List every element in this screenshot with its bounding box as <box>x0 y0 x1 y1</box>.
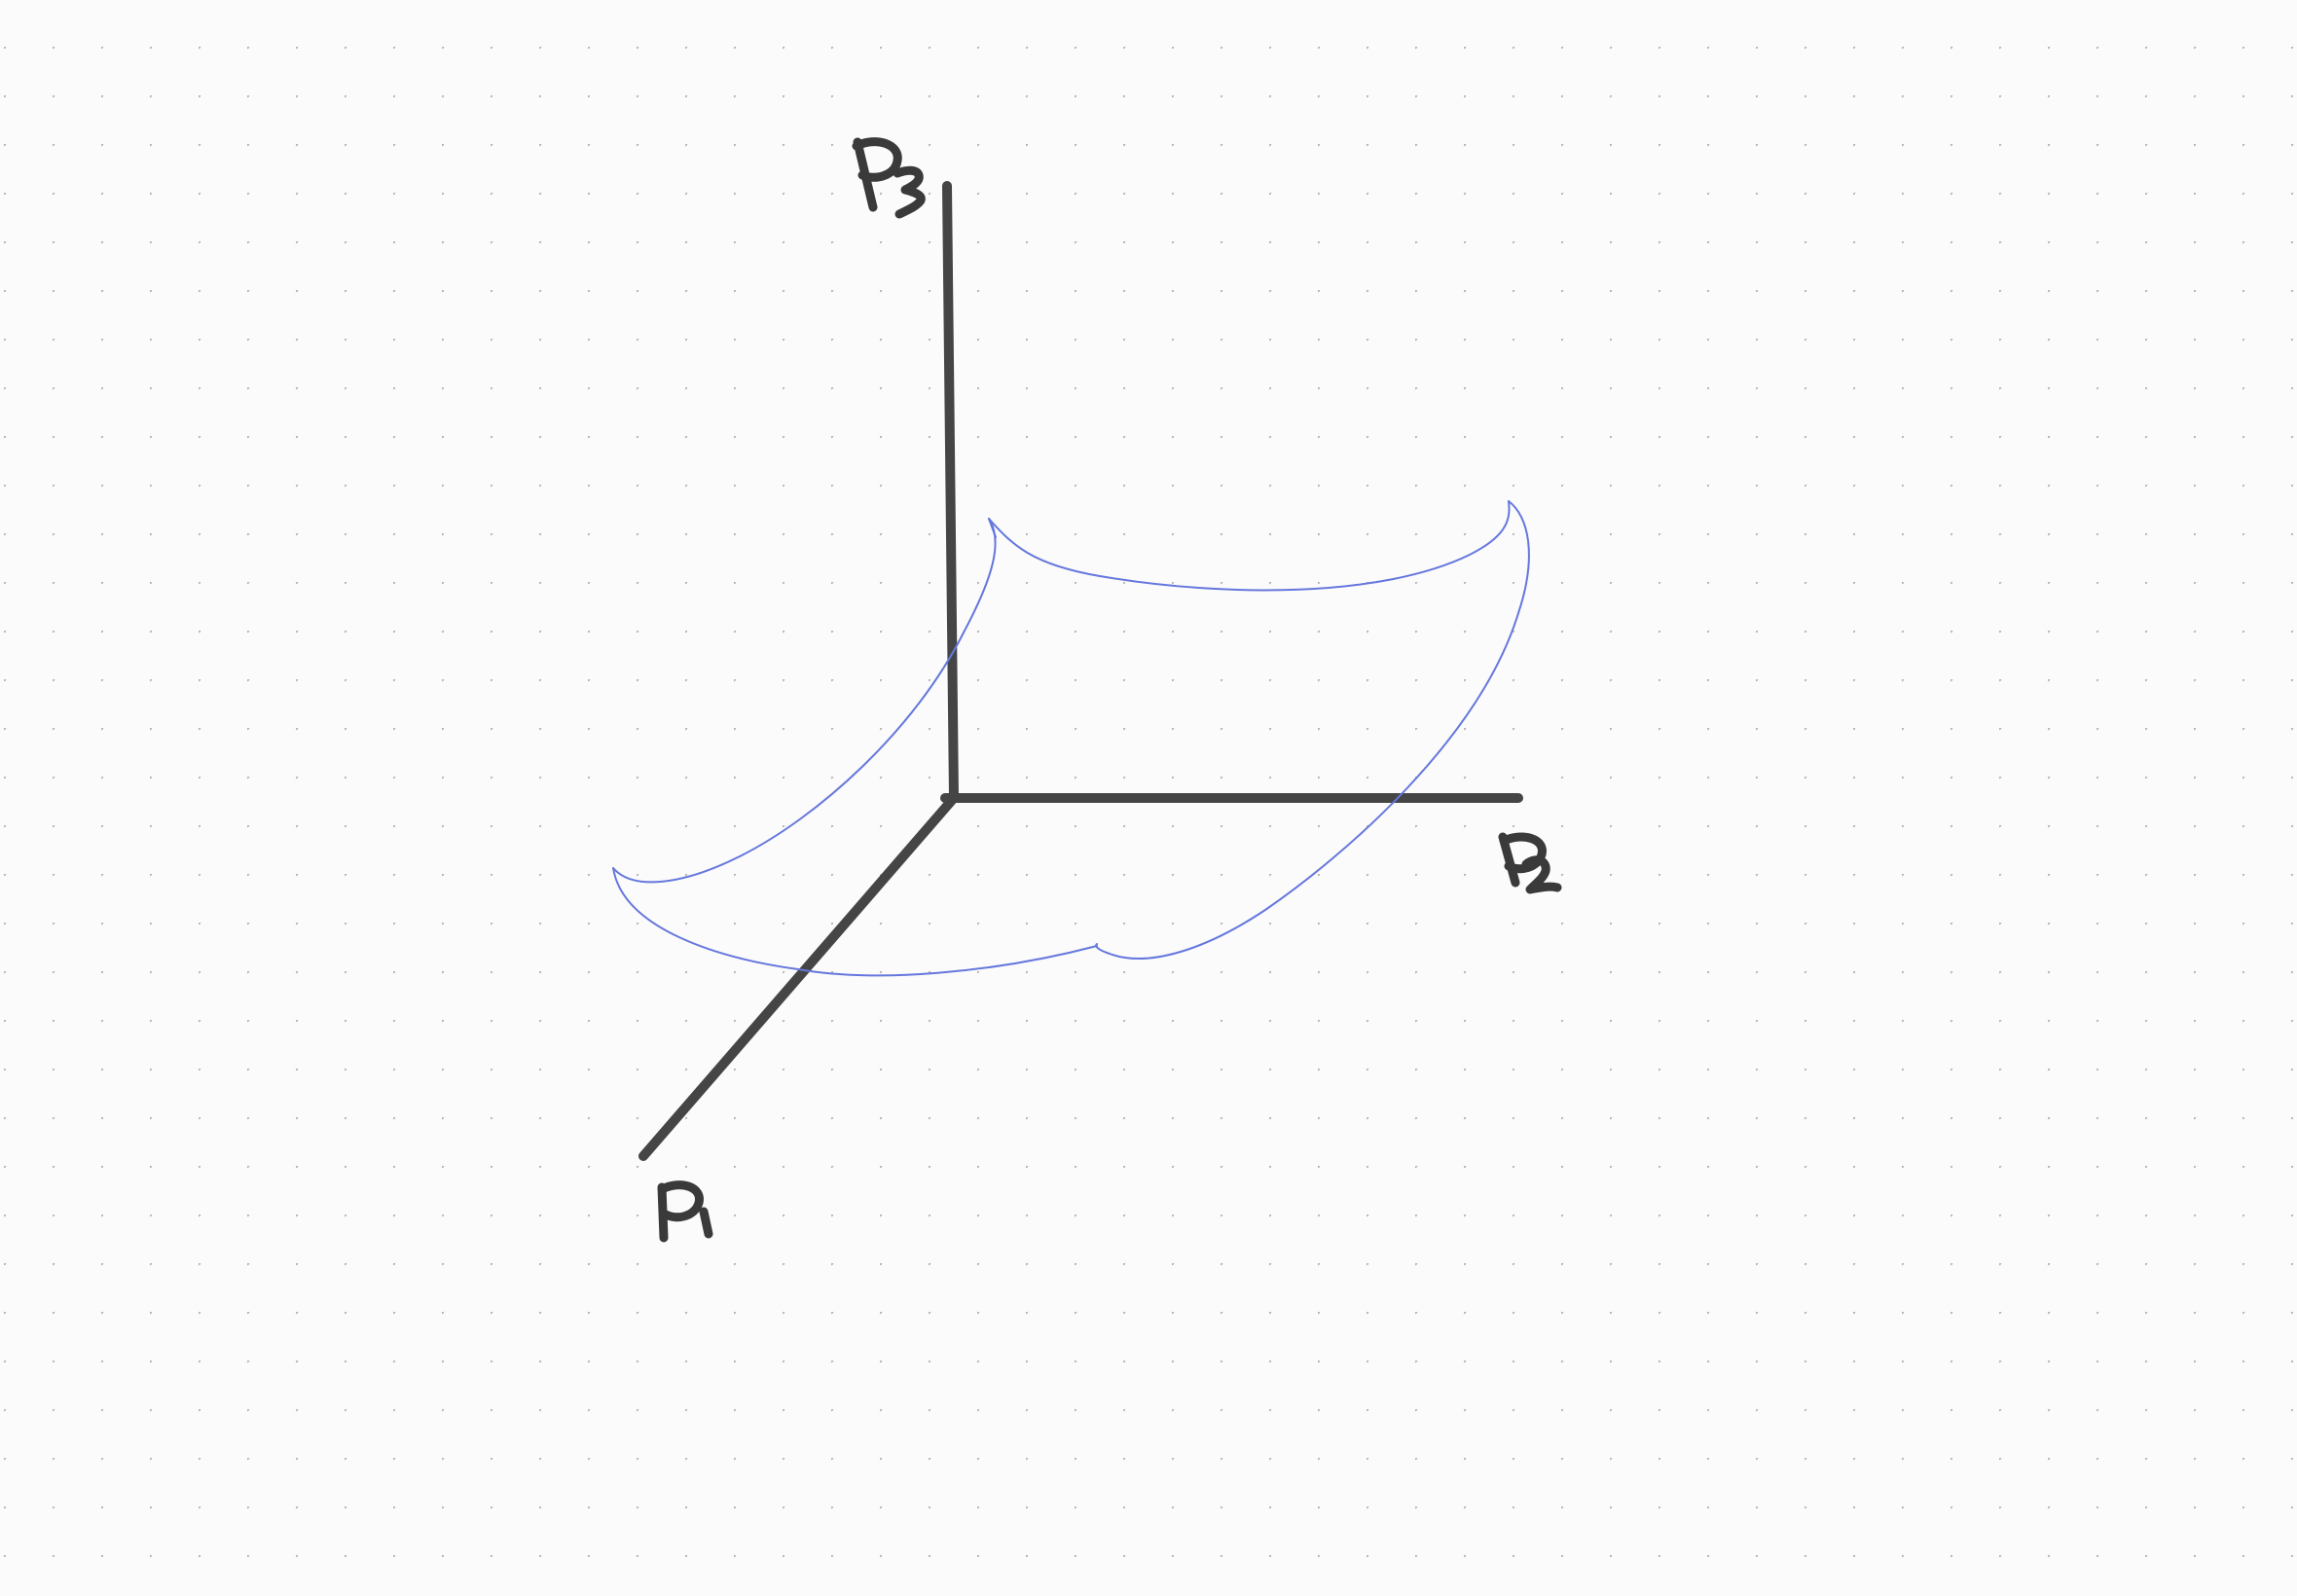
p3-letter-p <box>852 137 902 212</box>
p1-digit <box>699 1207 713 1239</box>
surface-bottom-curve <box>612 867 1098 977</box>
axis-label-p2: P2 <box>1498 832 1562 894</box>
axis-label-p1: P1 <box>657 1180 713 1243</box>
p2-letter-p <box>1498 832 1547 888</box>
surface-right-edge <box>1095 500 1530 960</box>
surface-sketch <box>612 500 1530 977</box>
p3-digit <box>893 165 926 219</box>
axis-p3-line <box>942 181 959 803</box>
axis-p1-line <box>638 793 959 1161</box>
surface-top-hook <box>988 518 997 538</box>
p2-digit <box>1521 855 1562 894</box>
axis-label-p3: P3 <box>852 137 926 219</box>
surface-left-edge <box>612 518 997 884</box>
p1-letter-p <box>657 1180 704 1243</box>
surface-top-curve <box>988 500 1511 592</box>
